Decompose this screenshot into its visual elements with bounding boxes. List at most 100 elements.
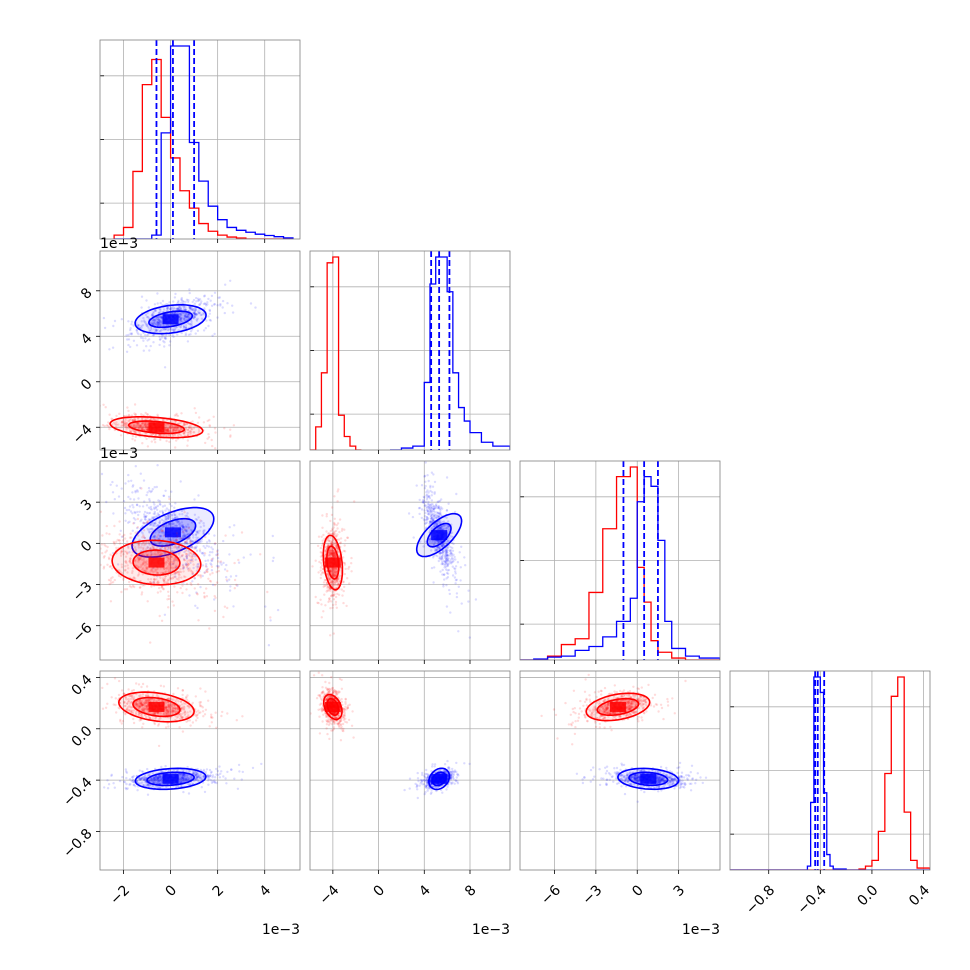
scatter-point [144, 313, 148, 317]
scatter-point [215, 564, 219, 568]
scatter-point [184, 327, 188, 330]
scatter-point [164, 430, 168, 434]
scatter-point [124, 565, 127, 568]
scatter-point [211, 551, 214, 554]
scatter-point [129, 557, 132, 560]
scatter-point [141, 414, 144, 417]
density-core-blue [162, 773, 179, 784]
scatter-point [174, 292, 177, 296]
scatter-point [186, 428, 190, 431]
scatter-point [449, 611, 452, 614]
scatter-point [202, 545, 205, 548]
scatter-point [190, 320, 193, 323]
scatter-point [180, 780, 183, 784]
scatter-point [171, 517, 174, 520]
scatter-point [154, 531, 157, 534]
scatter-point [166, 554, 169, 557]
scatter-point [228, 578, 231, 581]
scatter-point [195, 313, 198, 316]
scatter-point [143, 778, 146, 781]
scatter-point [140, 777, 143, 780]
scatter-point [140, 781, 144, 784]
scatter-point [163, 341, 166, 344]
scatter-point [136, 565, 139, 568]
scatter-point [188, 306, 191, 309]
scatter-point [189, 540, 192, 543]
scatter-point [144, 426, 147, 429]
scatter-point [145, 554, 149, 557]
scatter-point [190, 570, 193, 573]
scatter-point [154, 716, 157, 719]
scatter-point [134, 711, 138, 714]
scatter-point [159, 776, 162, 779]
scatter-point [134, 549, 137, 552]
scatter-point [162, 577, 165, 580]
scatter-point [186, 782, 190, 786]
scatter-point [210, 294, 214, 298]
scatter-point [115, 484, 119, 487]
scatter-point [141, 532, 144, 535]
scatter-point [137, 332, 140, 336]
scatter-point [160, 527, 163, 531]
scatter-point [112, 421, 116, 424]
scatter-point [190, 307, 193, 311]
scatter-point [180, 427, 184, 431]
scatter-point [140, 424, 143, 427]
scatter-point [420, 516, 423, 520]
scatter-point [133, 551, 137, 555]
scatter-point [184, 541, 187, 544]
scatter-point [155, 525, 158, 528]
scatter-point [128, 560, 131, 563]
scatter-point [175, 538, 178, 541]
scatter-point [185, 529, 188, 533]
scatter-point [155, 329, 158, 333]
scatter-point [170, 547, 173, 550]
scatter-point [201, 710, 205, 713]
scatter-point [204, 690, 207, 693]
scatter-point [142, 522, 145, 525]
scatter-point [142, 535, 145, 538]
scatter-point [79, 413, 81, 415]
scatter-point [138, 424, 141, 427]
scatter-point [204, 327, 207, 330]
scatter-point [178, 513, 181, 516]
scatter-point [130, 323, 133, 326]
scatter-point [182, 526, 185, 530]
scatter-point [179, 313, 182, 316]
scatter-point [159, 551, 162, 554]
scatter-point [150, 523, 153, 526]
scatter-point [202, 532, 205, 535]
scatter-point [120, 318, 124, 321]
scatter-point [153, 578, 156, 581]
scatter-point [131, 418, 135, 422]
scatter-point [425, 498, 429, 501]
scatter-point [144, 777, 147, 780]
scatter-point [157, 321, 160, 325]
scatter-point [142, 784, 146, 787]
scatter-point [150, 327, 153, 331]
scatter-point [181, 525, 185, 528]
scatter-point [185, 698, 189, 702]
scatter-point [139, 425, 143, 428]
scatter-point [193, 547, 196, 550]
scatter-point [196, 317, 199, 320]
scatter-point [159, 777, 162, 781]
scatter-point [151, 544, 154, 547]
scatter-point [146, 427, 149, 430]
scatter-point [186, 542, 189, 545]
scatter-point [179, 773, 182, 776]
scatter-point [183, 307, 186, 310]
scatter-point [183, 316, 186, 320]
scatter-point [137, 566, 141, 569]
scatter-point [184, 540, 187, 544]
scatter-point [147, 529, 150, 532]
scatter-point [189, 306, 192, 310]
scatter-point [125, 698, 128, 701]
scatter-point [139, 557, 142, 560]
scatter-point [271, 559, 275, 563]
scatter-point [182, 775, 185, 778]
scatter-point [145, 685, 149, 688]
scatter-point [186, 444, 189, 447]
scatter-point [211, 776, 214, 779]
scatter-point [167, 517, 170, 520]
